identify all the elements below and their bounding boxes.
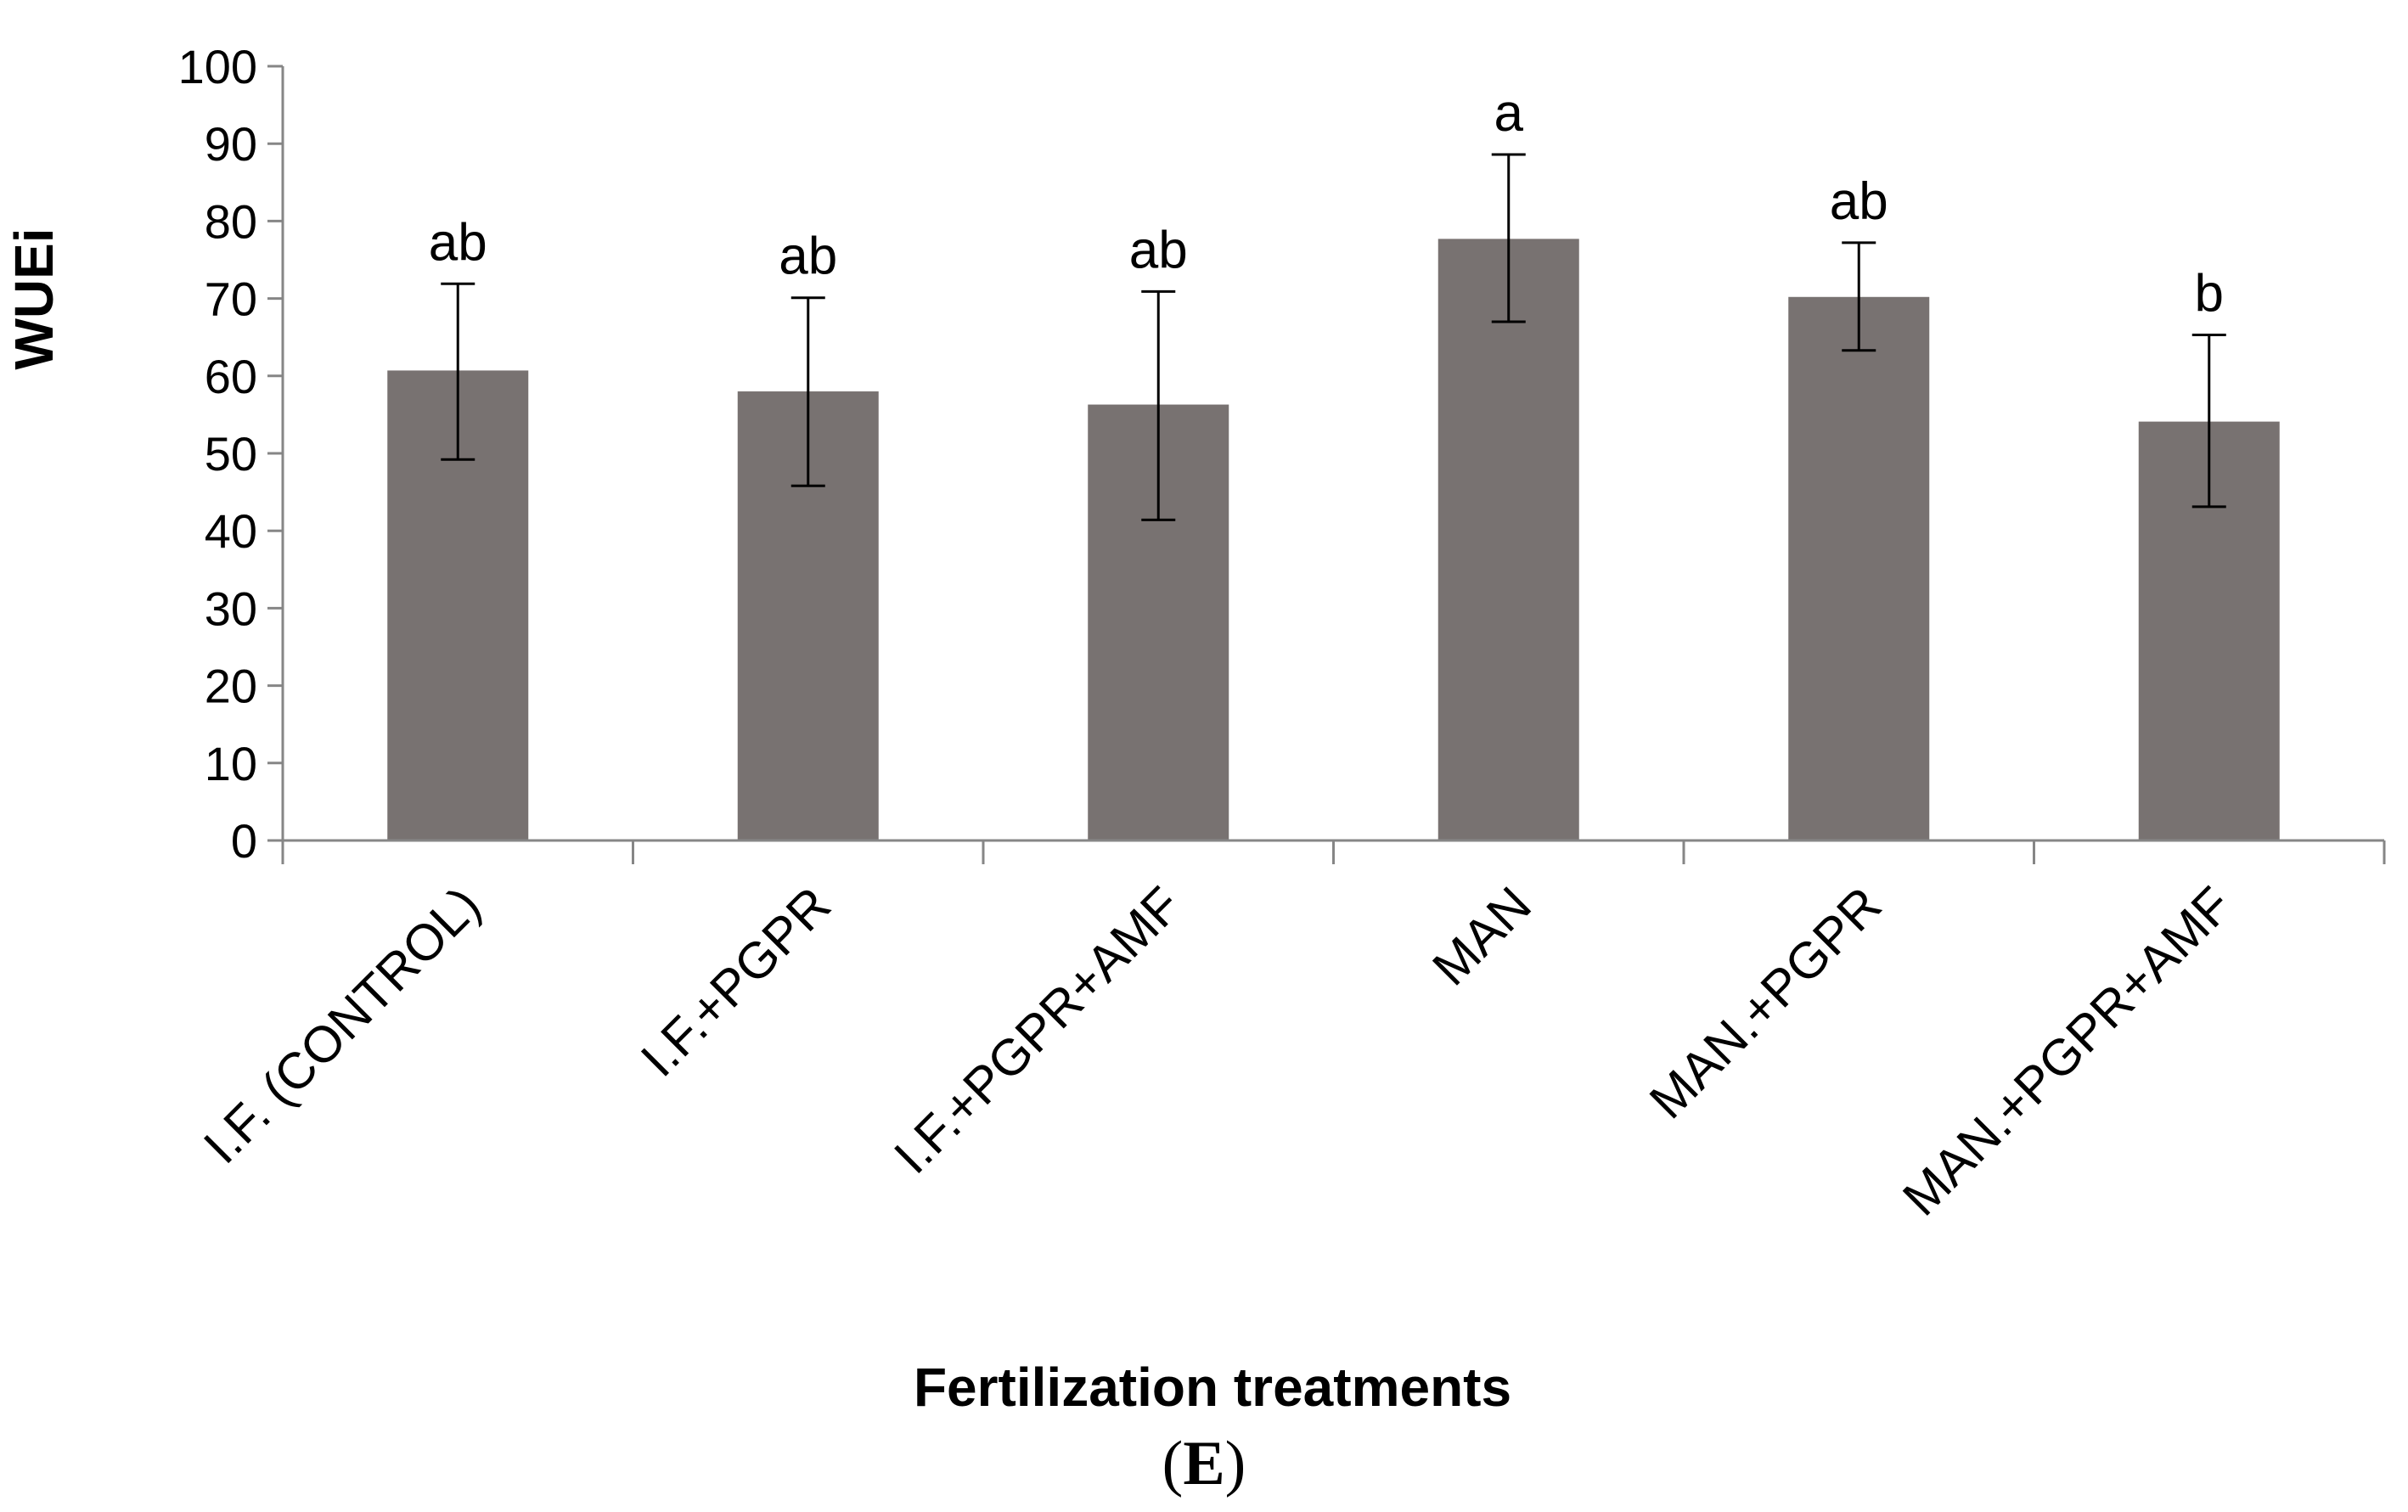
- category-label: I.F. (CONTROL): [193, 876, 491, 1174]
- y-tick-label: 10: [205, 737, 257, 790]
- significance-label: a: [1494, 84, 1524, 143]
- significance-label: ab: [1129, 221, 1188, 279]
- bar: [1788, 296, 1930, 840]
- y-tick-label: 80: [205, 194, 257, 248]
- error-bars: [441, 153, 2226, 521]
- category-label: MAN: [1421, 876, 1542, 997]
- bars: [387, 239, 2280, 841]
- panel-label: (E): [1162, 1429, 1246, 1498]
- panel-label-close-paren: ): [1225, 1429, 1246, 1498]
- y-tick-label: 20: [205, 660, 257, 713]
- significance-label: ab: [1830, 172, 1888, 231]
- x-axis-title: Fertilization treatments: [914, 1357, 1511, 1418]
- y-tick-label: 40: [205, 504, 257, 558]
- y-tick-label: 50: [205, 427, 257, 481]
- panel-label-open-paren: (: [1162, 1429, 1184, 1498]
- category-label: MAN.+PGPR+AMF: [1892, 876, 2242, 1227]
- x-axis-ticks: [281, 840, 2386, 864]
- significance-label: ab: [429, 213, 487, 272]
- y-tick-label: 70: [205, 273, 257, 326]
- bar: [1437, 239, 1579, 841]
- y-axis-ticks: 0 10 20 30 40 50 60 70 80 90 100: [178, 40, 283, 868]
- category-label: I.F.+PGPR+AMF: [883, 876, 1191, 1184]
- y-tick-label: 30: [205, 582, 257, 635]
- y-axis-title: WUEi: [3, 228, 65, 369]
- y-tick-label: 90: [205, 117, 257, 171]
- y-tick-label: 60: [205, 350, 257, 403]
- y-tick-label: 0: [231, 814, 257, 868]
- category-label: MAN.+PGPR: [1639, 876, 1892, 1129]
- category-label: I.F.+PGPR: [630, 876, 841, 1088]
- significance-label: b: [2195, 264, 2224, 323]
- significance-labels: ab ab ab a ab b: [429, 84, 2224, 323]
- panel-label-letter: E: [1183, 1429, 1224, 1498]
- category-labels: I.F. (CONTROL) I.F.+PGPR I.F.+PGPR+AMF MAN M…: [193, 876, 2242, 1227]
- significance-label: ab: [779, 228, 837, 286]
- y-tick-label: 100: [178, 40, 257, 93]
